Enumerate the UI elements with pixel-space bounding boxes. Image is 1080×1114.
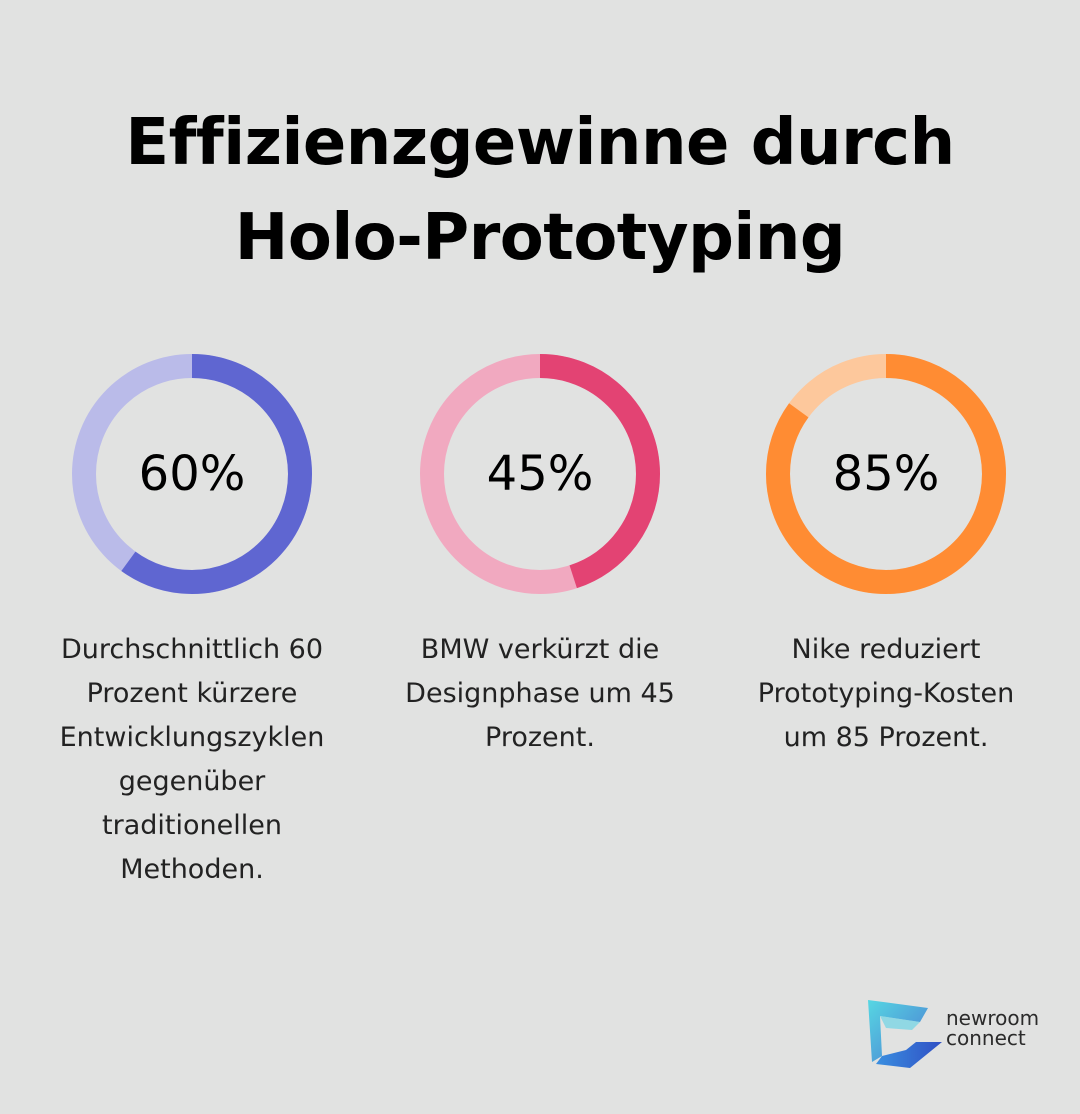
donut-arc-3: [766, 354, 1006, 594]
stat-description-2: BMW verkürzt die Designphase um 45 Proze…: [405, 634, 675, 753]
donut-chart-1: 60%: [72, 354, 312, 594]
page-title: Effizienzgewinne durch Holo-Prototyping: [0, 96, 1080, 286]
donut-value-label-1: 60%: [139, 446, 246, 502]
donut-value-label-2: 45%: [487, 446, 594, 502]
stat-description-3: Nike reduziert Prototyping-Kosten um 85 …: [757, 634, 1015, 753]
newroom-connect-logo-icon: [868, 1000, 942, 1068]
title-line-2: Holo-Prototyping: [234, 201, 846, 275]
donut-arc-1: [72, 354, 312, 594]
logo-wordmark: newroom connect: [946, 1008, 1039, 1048]
logo-line-1: newroom: [946, 1006, 1040, 1030]
donut-value-label-3: 85%: [833, 446, 940, 502]
donut-arc-2: [420, 354, 660, 594]
stat-card-3: 85% Nike reduziert Prototyping-Kosten um…: [716, 352, 1056, 760]
logo-line-2: connect: [946, 1026, 1026, 1050]
stat-description-1: Durchschnittlich 60 Prozent kürzere Entw…: [59, 634, 325, 885]
brand-logo: newroom connect: [866, 998, 1046, 1070]
stat-card-1: 60% Durchschnittlich 60 Prozent kürzere …: [22, 352, 362, 892]
stat-card-2: 45% BMW verkürzt die Designphase um 45 P…: [370, 352, 710, 760]
donut-chart-2: 45%: [420, 354, 660, 594]
donut-chart-3: 85%: [766, 354, 1006, 594]
title-line-1: Effizienzgewinne durch: [125, 106, 955, 180]
